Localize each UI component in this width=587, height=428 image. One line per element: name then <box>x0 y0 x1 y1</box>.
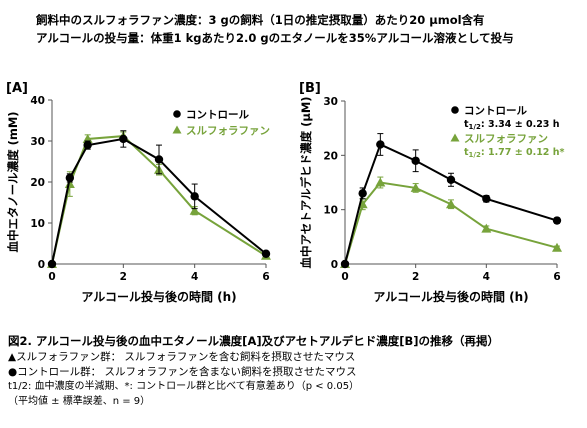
legend-label-control: コントロール <box>186 109 249 121</box>
y-tick-label: 30 <box>323 96 338 108</box>
data-point-sulforaphane <box>481 223 492 233</box>
x-tick-label: 2 <box>120 271 127 283</box>
caption-control-group: ●コントロール群： スルフォラファンを含まない飼料を摂取させたマウス <box>8 366 357 378</box>
y-tick-label: 10 <box>30 218 45 230</box>
caption-sulforaphane-group: ▲スルフォラファン群： スルフォラファンを含む飼料を摂取させたマウス <box>8 351 356 363</box>
data-point-control <box>154 155 164 164</box>
figure-caption-title: 図2. アルコール投与後の血中エタノール濃度[A]及びアセトアルデヒド濃度[B]… <box>8 334 500 348</box>
x-tick-label: 2 <box>412 271 419 283</box>
x-tick-label: 0 <box>341 271 348 283</box>
caption-halflife-note: t1/2: 血中濃度の半減期、*: コントロール群と比べて有意差あり（p < 0… <box>8 381 360 392</box>
data-point-control <box>552 216 562 225</box>
data-point-control <box>190 192 199 201</box>
legend-label-sulforaphane: スルフォラファン <box>186 125 270 137</box>
legend-marker-sulforaphane <box>450 133 460 142</box>
data-point-control <box>119 134 128 144</box>
data-point-control <box>261 249 271 258</box>
y-tick-label: 20 <box>30 177 45 189</box>
legend-marker-sulforaphane <box>172 125 182 134</box>
data-point-sulforaphane <box>375 177 386 187</box>
y-tick-label: 10 <box>323 205 338 217</box>
y-tick-label: 0 <box>38 259 45 271</box>
halflife-label-sulforaphane: t1/2: 1.77 ± 0.12 h* <box>464 147 564 159</box>
y-axis-label: 血中エタノール濃度 (mM) <box>6 111 20 252</box>
series-line-sulforaphane <box>344 181 558 265</box>
data-point-sulforaphane <box>189 205 200 215</box>
halflife-label-control: t1/2: 3.34 ± 0.23 h <box>464 119 560 131</box>
dose-note-feed: 飼料中のスルフォラファン濃度：3 gの飼料（1日の推定摂取量）あたり20 μmo… <box>36 13 485 27</box>
data-point-control <box>358 189 367 198</box>
data-point-control <box>65 173 75 183</box>
data-point-control <box>47 259 57 269</box>
x-tick-label: 0 <box>48 271 55 283</box>
x-axis-label: アルコール投与後の時間 (h) <box>81 289 236 304</box>
legend-label-sulforaphane: スルフォラファン <box>464 133 548 145</box>
data-point-control <box>376 140 385 149</box>
x-tick-label: 6 <box>262 271 269 283</box>
legend-marker-control <box>173 110 181 118</box>
legend-label-control: コントロール <box>464 105 527 117</box>
data-point-sulforaphane <box>552 242 562 252</box>
x-axis-label: アルコール投与後の時間 (h) <box>373 289 528 304</box>
data-point-control <box>83 140 92 150</box>
legend-marker-control <box>451 106 459 114</box>
data-point-sulforaphane <box>446 199 456 209</box>
panel-label: [B] <box>299 81 321 96</box>
y-tick-label: 0 <box>331 259 338 271</box>
data-point-control <box>446 175 456 184</box>
caption-stats-note: （平均値 ± 標準誤差、n = 9） <box>8 396 151 407</box>
data-point-control <box>340 259 350 269</box>
dose-note-alcohol: アルコールの投与量：体重1 kgあたり2.0 gのエタノールを35%アルコール溶… <box>36 31 514 45</box>
panel-label: [A] <box>6 81 28 96</box>
y-tick-label: 20 <box>323 150 338 162</box>
x-tick-label: 4 <box>483 271 490 283</box>
x-tick-label: 6 <box>553 271 560 283</box>
y-axis-label: 血中アセトアルデヒド濃度 (μM) <box>299 96 313 268</box>
y-tick-label: 30 <box>30 136 45 148</box>
data-point-control <box>482 194 491 203</box>
chart-panel-b: [B] 0 10 20 30 0 2 4 6 アルコール投与後の時間 (h) 血中アセトアルデヒド濃… <box>299 81 564 304</box>
y-tick-label: 40 <box>30 95 45 107</box>
data-point-sulforaphane <box>410 182 421 192</box>
chart-panel-a: [A] 0 10 20 30 40 0 2 4 6 アルコール投与後の時間 (h) 血中エタノール濃度… <box>6 81 271 304</box>
x-tick-label: 4 <box>191 271 198 283</box>
data-point-control <box>411 156 420 165</box>
